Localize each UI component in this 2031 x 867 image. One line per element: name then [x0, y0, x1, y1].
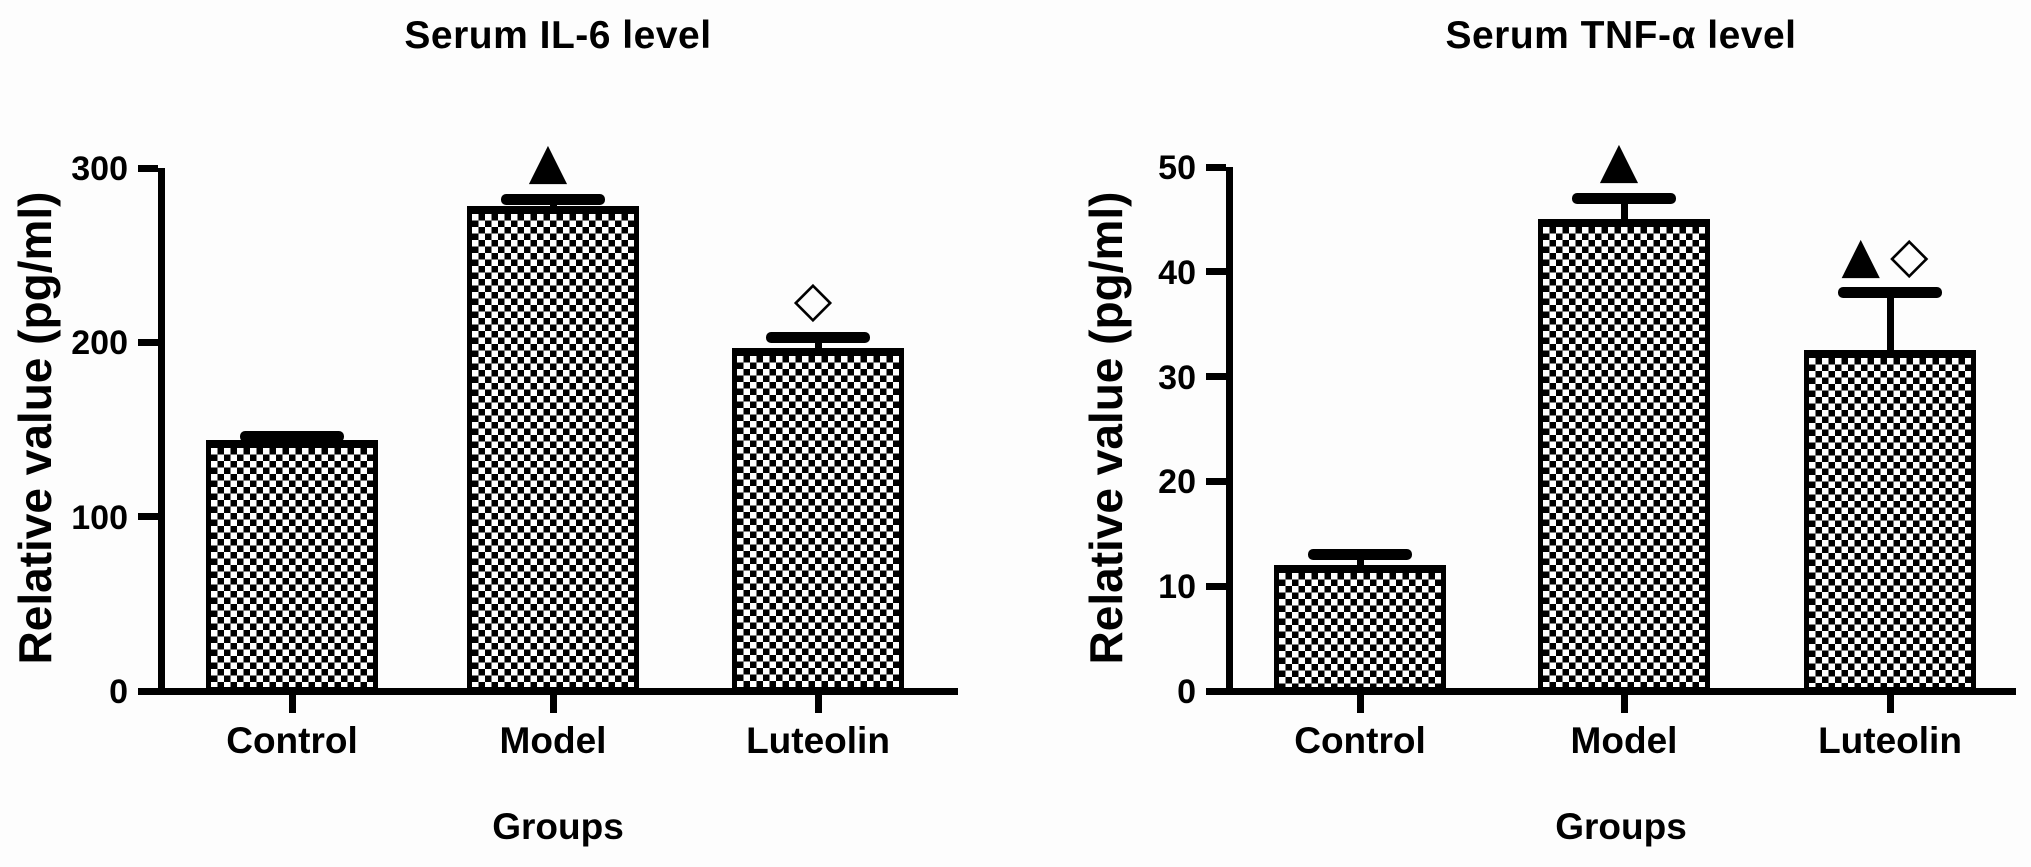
significance-marker: ▲◇ [1841, 225, 1939, 284]
error-bar-stem [1620, 198, 1628, 226]
x-tick [1356, 695, 1364, 713]
error-bar-cap [240, 430, 344, 442]
error-bar-cap [1308, 549, 1412, 561]
y-axis-line [1226, 167, 1233, 695]
x-tick [1886, 695, 1894, 713]
error-bar-cap [1838, 287, 1942, 299]
y-tick-label: 50 [1158, 149, 1196, 187]
y-tick-label: 300 [71, 150, 128, 188]
x-axis-label: Groups [492, 806, 624, 847]
y-tick [1206, 477, 1226, 485]
y-tick [138, 513, 158, 521]
y-tick-label: 200 [71, 324, 128, 363]
category-label: Luteolin [1818, 720, 1962, 761]
category-label: Control [226, 720, 358, 761]
x-tick [288, 695, 296, 713]
bar-model [1538, 219, 1710, 692]
y-tick-label: 0 [109, 673, 128, 711]
y-tick-label: 40 [1158, 253, 1196, 292]
y-tick [1206, 268, 1226, 276]
category-label: Model [499, 720, 607, 761]
y-tick [138, 338, 158, 346]
bar-control [1274, 565, 1446, 692]
significance-marker: ▲ [528, 132, 578, 191]
error-bar-stem [1886, 292, 1894, 357]
y-tick-label: 10 [1158, 568, 1196, 607]
y-tick [138, 687, 158, 695]
category-label: Luteolin [746, 720, 890, 761]
error-bar-stem [1356, 554, 1364, 572]
y-tick [1206, 163, 1226, 171]
y-tick-label: 0 [1177, 673, 1196, 711]
error-bar-cap [501, 193, 605, 205]
chart-title: Serum IL-6 level [404, 14, 712, 57]
y-tick [1206, 582, 1226, 590]
bar-luteolin [732, 347, 904, 692]
error-bar-stem [549, 199, 557, 213]
bar-luteolin [1804, 350, 1976, 692]
y-axis-line [158, 168, 165, 695]
error-bar-cap [1572, 192, 1676, 204]
y-tick-label: 100 [71, 498, 128, 537]
y-tick [1206, 687, 1226, 695]
error-bar-stem [814, 337, 822, 354]
x-tick [549, 695, 557, 713]
category-label: Control [1294, 720, 1426, 761]
y-tick-label: 20 [1158, 463, 1196, 502]
bar-model [467, 206, 639, 692]
chart-title: Serum TNF-α level [1445, 14, 1797, 57]
y-tick-label: 30 [1158, 358, 1196, 397]
significance-marker: ◇ [793, 270, 843, 329]
x-tick [1620, 695, 1628, 713]
category-label: Model [1570, 720, 1678, 761]
y-tick [138, 164, 158, 172]
y-tick [1206, 373, 1226, 381]
x-tick [814, 695, 822, 713]
x-axis-label: Groups [1555, 806, 1687, 847]
error-bar-cap [766, 331, 870, 343]
significance-marker: ▲ [1599, 131, 1649, 190]
